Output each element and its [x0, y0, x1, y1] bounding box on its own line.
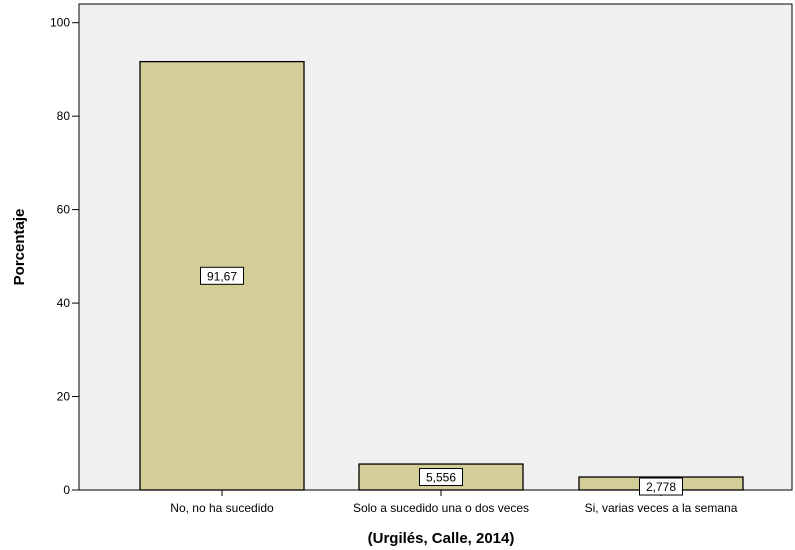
data-label: 91,67	[207, 269, 237, 283]
data-label-box	[639, 477, 683, 496]
data-label: 2,778	[646, 480, 676, 494]
bars-layer	[139, 60, 744, 491]
x-axis-title: (Urgilés, Calle, 2014)	[368, 530, 515, 547]
y-tick-label: 60	[57, 203, 71, 217]
y-tick-label: 100	[50, 16, 70, 30]
x-tick-label: Solo a sucedido una o dos veces	[353, 501, 529, 515]
data-label-box	[419, 468, 463, 487]
x-tick-label: Si, varias veces a la semana	[585, 501, 738, 515]
y-tick-label: 20	[57, 390, 71, 404]
y-tick-label: 80	[57, 109, 71, 123]
x-tick-label: No, no ha sucedido	[170, 501, 274, 515]
data-label: 5,556	[426, 471, 456, 485]
x-axis: No, no ha sucedido Solo a sucedido una o …	[170, 490, 738, 515]
data-label-box	[200, 266, 244, 285]
y-axis-title: Porcentaje	[11, 209, 28, 286]
y-axis: 0 20 40 60 80 100	[50, 16, 79, 497]
y-tick-label: 0	[63, 483, 70, 497]
y-tick-label: 40	[57, 296, 71, 310]
data-labels-layer: 91,67 5,556 2,778	[200, 266, 683, 496]
